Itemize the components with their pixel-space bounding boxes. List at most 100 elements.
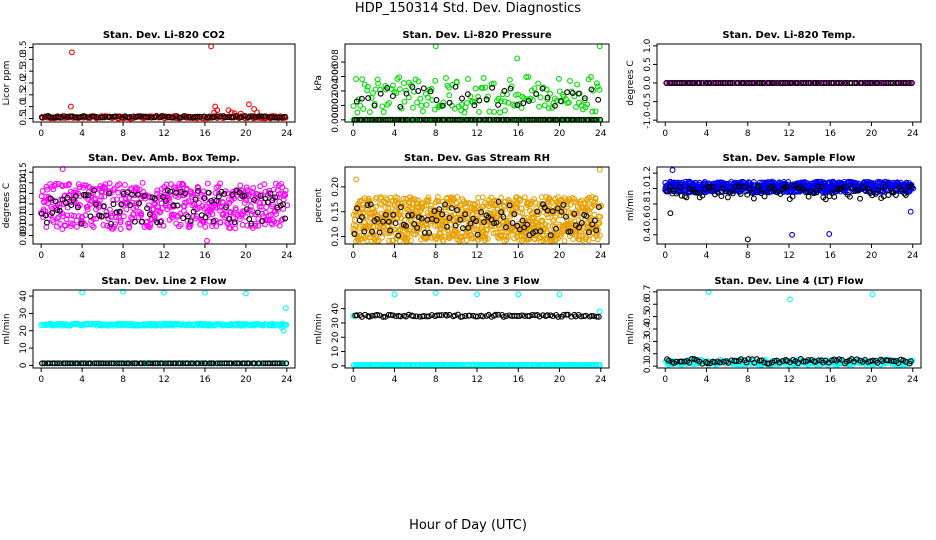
data-point [127,202,134,208]
data-point [126,114,133,120]
outlier-point [161,289,167,296]
data-point [382,86,389,93]
data-point [484,235,491,242]
data-point [59,196,66,203]
data-point [392,220,399,227]
data-point [835,80,842,86]
data-point [254,209,261,216]
y-tick-label: 0.15 [19,162,29,182]
data-point [174,202,181,209]
x-tick-label: 20 [866,251,878,261]
data-point [596,362,603,368]
data-point [147,360,154,367]
data-point [101,113,108,120]
data-point [113,209,120,216]
data-point [797,184,804,191]
data-point [836,356,843,363]
data-point [255,222,262,229]
data-point [761,193,768,200]
data-point [249,113,256,120]
data-point [185,198,192,205]
x-tick-label: 0 [350,251,356,261]
data-point [134,113,141,120]
data-point [802,189,809,195]
data-point [377,86,384,93]
x-tick-label: 24 [281,251,293,261]
y-tick-label: 0.6 [643,297,653,312]
data-point [52,198,59,205]
data-point [414,99,420,106]
data-point [699,80,706,86]
data-point [369,228,376,235]
data-point [423,102,430,108]
data-point [93,360,100,367]
panel-title: Stan. Dev. Li-820 Temp. [722,30,855,41]
data-point [814,80,821,86]
data-point [49,114,56,121]
data-point [794,80,801,86]
data-point [678,80,685,86]
x-tick-label: 8 [120,251,126,261]
data-point [246,197,253,204]
data-point [784,183,790,190]
data-point [452,222,459,229]
data-point [895,80,902,86]
data-point [902,192,909,198]
data-point [893,192,899,198]
series-2 [38,112,289,121]
data-point [61,113,68,120]
data-point [433,217,440,224]
data-point [371,102,378,109]
data-point [454,207,460,214]
data-point [103,360,110,367]
data-point [259,218,266,224]
data-point [462,211,469,218]
data-point [499,208,506,215]
x-tick-label: 24 [907,129,919,139]
data-point [556,88,563,95]
data-point [593,227,600,234]
data-point [408,237,414,244]
x-tick-label: 16 [199,375,211,385]
data-point [88,321,95,328]
data-point [108,220,114,227]
outlier-point [391,291,398,298]
data-point [906,358,912,365]
data-point [755,184,762,191]
data-point [58,182,65,189]
data-point [379,234,385,241]
data-point [187,360,194,367]
data-point [107,113,114,120]
outlier-point [245,101,252,108]
data-point [561,362,568,368]
data-point [228,360,235,367]
y-tick-label: 0.14 [19,173,29,193]
data-point [544,312,551,319]
data-point [768,183,775,190]
x-tick-label: 20 [240,375,252,385]
data-point [822,196,829,203]
data-point [226,360,233,367]
data-point [381,224,388,231]
data-point [519,210,526,217]
data-point [479,313,486,320]
x-tick-label: 24 [595,251,607,261]
data-point [452,83,459,90]
data-point [582,312,589,319]
data-point [234,360,241,367]
data-point [106,190,112,197]
data-point [885,357,891,364]
y-tick-label: 0.0 [643,76,653,91]
data-point [353,98,360,105]
data-point [458,101,465,108]
data-point [416,225,423,232]
series-1 [37,166,291,244]
data-point [136,200,143,207]
data-point [745,356,752,363]
x-tick-label: 20 [554,251,566,261]
data-point [446,214,453,221]
series-1 [663,288,916,368]
data-point [121,181,128,188]
data-point [195,200,202,206]
